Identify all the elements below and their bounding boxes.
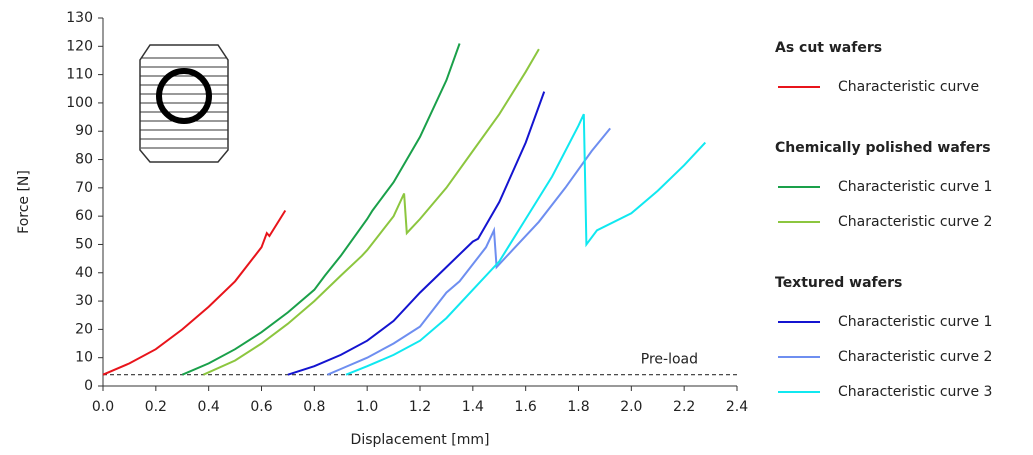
series-line — [102, 209, 287, 376]
y-tick-label: 130 — [66, 10, 93, 26]
legend-group-title: As cut wafers — [775, 40, 882, 56]
legend-label: Characteristic curve — [838, 79, 979, 95]
x-tick-label: 0.8 — [303, 399, 325, 415]
y-tick-label: 80 — [75, 152, 93, 168]
y-tick-label: 10 — [75, 350, 93, 366]
x-tick-label: 1.6 — [515, 399, 537, 415]
y-tick-label: 20 — [75, 321, 93, 337]
y-tick-label: 120 — [66, 38, 93, 54]
y-tick-label: 0 — [84, 378, 93, 394]
y-tick-label: 100 — [66, 95, 93, 111]
legend-label: Characteristic curve 2 — [838, 349, 992, 365]
series-line — [181, 43, 461, 376]
y-tick-label: 70 — [75, 180, 93, 196]
series-line — [345, 113, 707, 376]
inset-icon — [139, 44, 229, 163]
y-tick-label: 60 — [75, 208, 93, 224]
x-axis-label: Displacement [mm] — [351, 432, 490, 448]
legend-label: Characteristic curve 1 — [838, 314, 992, 330]
legend-group-title: Chemically polished wafers — [775, 140, 991, 156]
legend-label: Characteristic curve 1 — [838, 179, 992, 195]
x-tick-label: 1.4 — [462, 399, 484, 415]
y-tick-label: 30 — [75, 293, 93, 309]
x-tick-label: 0.0 — [92, 399, 114, 415]
y-tick-label: 40 — [75, 265, 93, 281]
y-tick-label: 110 — [66, 67, 93, 83]
series-line — [202, 48, 540, 376]
x-tick-label: 0.4 — [198, 399, 220, 415]
legend-group-title: Textured wafers — [775, 275, 902, 291]
x-tick-label: 2.2 — [673, 399, 695, 415]
series-line — [327, 127, 611, 376]
x-tick-label: 0.2 — [145, 399, 167, 415]
x-tick-label: 1.2 — [409, 399, 431, 415]
x-tick-label: 2.0 — [620, 399, 642, 415]
series-line — [287, 91, 546, 376]
y-tick-label: 50 — [75, 236, 93, 252]
legend-label: Characteristic curve 2 — [838, 214, 992, 230]
x-tick-label: 2.4 — [726, 399, 748, 415]
x-tick-label: 1.0 — [356, 399, 378, 415]
reference-label: Pre-load — [641, 352, 698, 368]
x-tick-label: 1.8 — [567, 399, 589, 415]
legend-label: Characteristic curve 3 — [838, 384, 992, 400]
y-tick-label: 90 — [75, 123, 93, 139]
y-axis-label: Force [N] — [16, 170, 32, 234]
x-tick-label: 0.6 — [250, 399, 272, 415]
